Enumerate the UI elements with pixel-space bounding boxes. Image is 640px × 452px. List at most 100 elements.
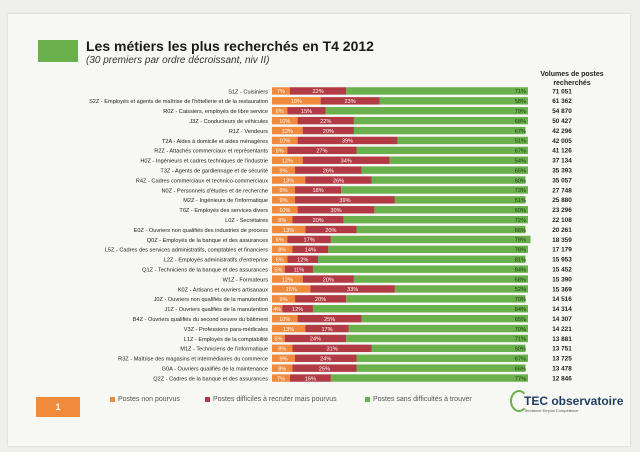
volume-value: 13 751 [552,346,572,353]
bar-segment-sans-difficulte [318,255,526,263]
bar-segment-non-pourvus [272,255,288,263]
category-label: R3Z - Maîtrise des magasins et intermédi… [118,357,268,363]
volume-value: 15 390 [552,276,572,283]
bar-segment-difficiles [292,364,357,372]
category-label: S2Z - Employés et agents de maîtrise de … [89,99,268,105]
data-label: 17% [321,327,332,333]
data-label: 13% [283,178,294,184]
data-label: 10% [279,119,290,125]
bar-segment-difficiles [297,206,375,214]
bar-segment-difficiles [287,146,357,155]
data-label: 8% [278,366,286,372]
legend-item-difficiles: Postes difficiles à recruter mais pourvu… [205,396,337,403]
data-label: 78% [515,248,526,254]
data-label: 68% [515,119,526,125]
data-label: 15% [301,109,312,115]
bar-segment-difficiles [320,97,380,105]
bar-segment-non-pourvus [272,87,290,95]
data-label: 84% [515,307,526,313]
category-label: T3Z - Agents de gardiennage et de sécuri… [160,168,268,174]
bar-segment-non-pourvus [272,265,285,273]
bar-segment-non-pourvus [272,354,296,362]
bar-segment-non-pourvus [272,215,293,224]
bar-segment-difficiles [302,156,390,164]
data-label: 24% [310,337,321,343]
data-label: 9% [279,356,287,362]
volume-value: 15 452 [552,266,572,273]
bar-segment-difficiles [305,225,357,234]
data-label: 67% [515,129,526,135]
legend-item-non-pourvus: Postes non pourvus [110,396,180,403]
category-label: J1Z - Ouvriers qualifiés de la manutenti… [164,307,268,313]
data-label: 71% [515,89,526,95]
bar-segment-sans-difficulte [397,136,528,145]
data-label: 31% [327,347,338,353]
bar-segment-sans-difficulte [394,196,526,204]
legend-label: Postes sans difficultés à trouver [373,396,472,403]
category-label: R4Z - Cadres commerciaux et technico-com… [136,178,268,184]
data-label: 65% [515,317,526,323]
data-label: 9% [279,198,287,204]
data-label: 54% [515,158,526,164]
data-label: 77% [515,376,526,382]
category-label: V3Z - Professions para-médicales [184,327,268,333]
data-label: 12% [297,257,308,263]
bar-segment-difficiles [289,374,331,382]
bar-segment-non-pourvus [272,314,298,323]
data-label: 79% [515,109,526,115]
bar-segment-difficiles [305,176,372,184]
bar-segment-difficiles [310,285,395,293]
bar-segment-non-pourvus [272,196,296,204]
category-label: Q1Z - Techniciens de la banque et des as… [142,267,268,273]
category-label: M2Z - Ingénieurs de l'informatique [183,198,268,204]
bar-segment-difficiles [295,354,357,362]
data-label: 9% [279,297,287,303]
bar-segment-non-pourvus [272,176,306,184]
bar-segment-non-pourvus [272,186,296,194]
data-label: 15% [286,287,297,293]
category-label: L1Z - Employés de la comptabilité [184,337,268,343]
data-label: 66% [515,366,526,372]
data-label: 16% [305,376,316,382]
category-label: E0Z - Ouvriers non qualifiés des industr… [134,228,269,234]
data-label: 14% [305,248,316,254]
data-label: 12% [282,129,293,135]
data-label: 7% [277,89,285,95]
data-label: 68% [515,277,526,283]
bar-segment-sans-difficulte [343,215,528,224]
data-label: 4% [273,307,281,313]
category-label: J3Z - Conducteurs de véhicules [189,119,268,125]
volume-column-header: Volumes de postes recherchés [540,71,604,87]
bar-segment-non-pourvus [272,225,306,234]
data-label: 20% [315,297,326,303]
data-label: 33% [347,287,358,293]
bar-segment-difficiles [302,275,354,283]
data-label: 12% [282,158,293,164]
data-label: 12% [292,307,303,313]
bar-segment-non-pourvus [272,364,293,372]
data-label: 17% [304,238,315,244]
category-label: G0A - Ouvriers qualifiés de la maintenan… [162,366,268,372]
volume-value: 27 748 [552,187,572,194]
data-label: 7% [277,376,285,382]
volume-value: 12 846 [552,375,572,382]
volume-value: 18 359 [552,237,572,244]
page-title: Les métiers les plus recherchés en T4 20… [86,38,374,54]
bar-segment-non-pourvus [272,275,303,283]
data-label: 19% [291,99,302,105]
data-label: 78% [515,238,526,244]
bar-segment-non-pourvus [272,166,296,174]
volume-value: 20 261 [552,227,572,234]
bar-segment-non-pourvus [272,107,288,115]
data-label: 10% [279,317,290,323]
bar-segment-difficiles [282,305,313,313]
volume-value: 42 296 [552,128,572,135]
bar-segment-difficiles [295,295,347,303]
bar-segment-non-pourvus [272,156,303,164]
volume-value: 41 126 [552,148,572,155]
data-label: 52% [515,287,526,293]
data-label: 11% [293,267,304,273]
tec-observatoire-logo: TEC observatoire Tendance Emploi Compéte… [510,388,623,418]
data-label: 20% [323,129,334,135]
